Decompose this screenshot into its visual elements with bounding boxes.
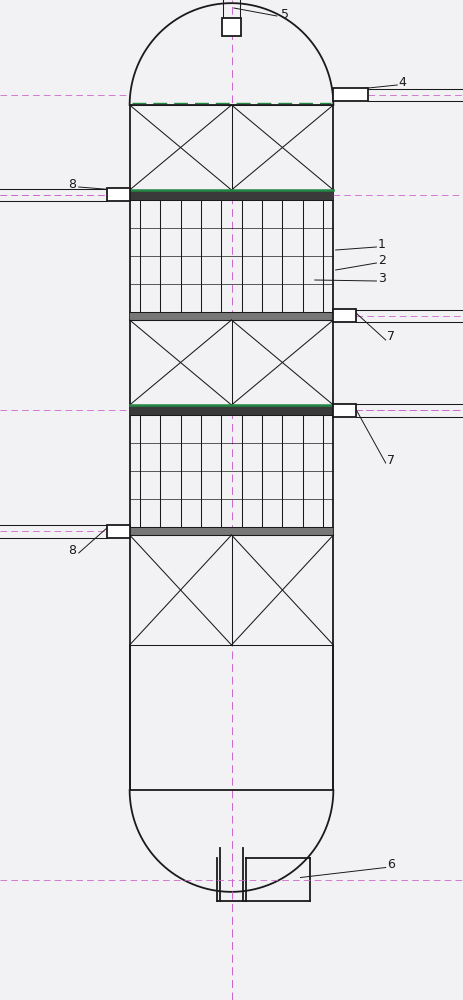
Bar	[130, 190, 333, 200]
Text: 7: 7	[387, 454, 395, 466]
Text: 8: 8	[68, 178, 76, 190]
Text: 3: 3	[378, 271, 386, 284]
Bar	[107, 188, 130, 201]
Bar	[107, 524, 130, 538]
Text: 4: 4	[399, 76, 407, 89]
Text: 6: 6	[387, 858, 395, 871]
Text: 8: 8	[68, 544, 76, 556]
Text: 1: 1	[378, 237, 386, 250]
Bar	[130, 405, 333, 415]
Bar	[333, 88, 368, 101]
Text: 7: 7	[387, 330, 395, 344]
Text: 2: 2	[378, 253, 386, 266]
Bar	[333, 403, 356, 416]
Bar	[333, 309, 356, 322]
Text: 5: 5	[281, 7, 289, 20]
Bar	[130, 527, 333, 535]
Bar	[222, 18, 241, 36]
Bar	[130, 312, 333, 320]
